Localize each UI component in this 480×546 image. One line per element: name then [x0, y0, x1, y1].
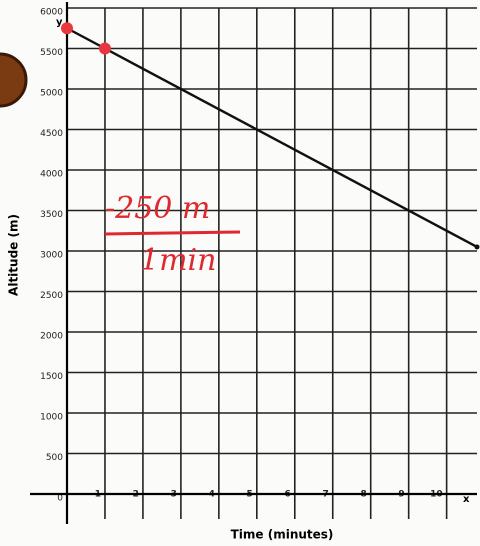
- x-axis-title: Time (minutes): [231, 528, 334, 542]
- y-tick-label: 3000: [40, 251, 63, 261]
- y-tick-label: 3500: [40, 210, 63, 220]
- y-tick-label: 2000: [40, 332, 63, 342]
- annotation-underline: [105, 232, 240, 234]
- y-tick-label: 500: [46, 453, 63, 463]
- y-tick-label: 5000: [40, 89, 63, 99]
- chart: Altitude (m) Time (minutes) y x 05001000…: [0, 0, 480, 546]
- y-tick-label: 2500: [40, 291, 63, 301]
- y-tick-label: 4000: [40, 170, 63, 180]
- y-axis-title: Altitude (m): [7, 214, 21, 296]
- y-tick-label: 4500: [40, 129, 63, 139]
- y-tick-label: 1500: [40, 372, 63, 382]
- point: [99, 43, 111, 55]
- annotation: -250 m: [105, 191, 210, 226]
- y-tick-label: 6000: [40, 8, 63, 18]
- annotation: 1min: [140, 243, 216, 278]
- y-tick-label: 1000: [40, 413, 63, 423]
- y-tick-label: 5500: [40, 48, 63, 58]
- point: [61, 22, 73, 34]
- line-end: [475, 244, 480, 249]
- x-axis-letter: x: [463, 494, 470, 505]
